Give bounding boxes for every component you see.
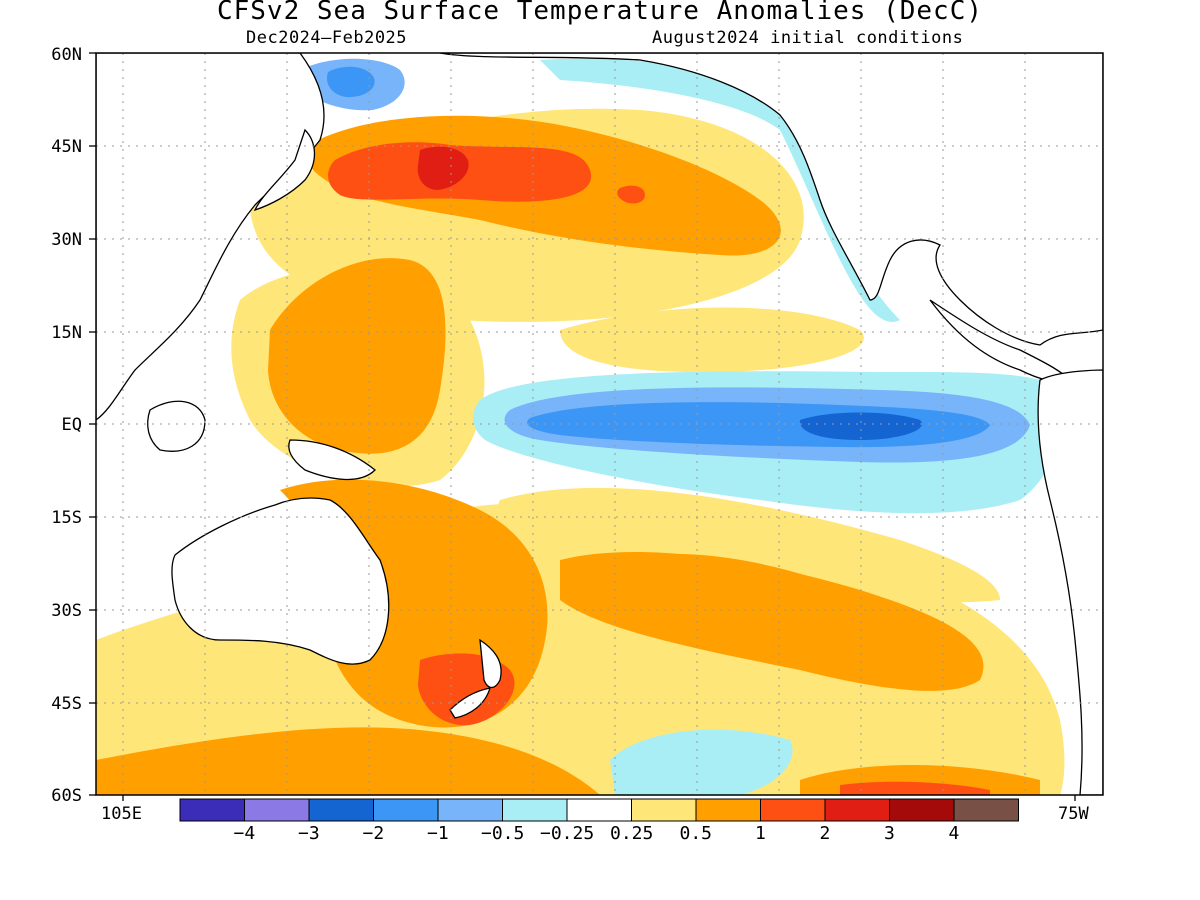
lat-label-eq: EQ [61, 415, 82, 435]
anomaly-warm-southern-band [96, 727, 600, 795]
lat-label-30n: 30N [51, 230, 82, 250]
forecast-period: Dec2024–Feb2025 [246, 28, 408, 48]
anomaly-warm-west-pacific [268, 258, 446, 454]
colorbar-swatch [889, 798, 955, 822]
colorbar-label: −2 [362, 823, 385, 844]
colorbar-label: 0.5 [679, 823, 713, 844]
anomaly-light-warm-central [560, 307, 864, 373]
axis-ticks [89, 52, 1076, 801]
anomaly-warm-east-pacific-south [620, 553, 826, 616]
asia-outline [96, 53, 325, 421]
colorbar-swatch [502, 798, 568, 822]
colorbar-swatch [179, 798, 245, 822]
colorbar-label: −0.25 [540, 823, 595, 844]
colorbar-swatch [953, 798, 1019, 822]
anomaly-very-cool-nino34 [799, 412, 922, 440]
colorbar-swatch [824, 798, 890, 822]
new-zealand-north-outline [479, 638, 502, 689]
colorbar-label: −1 [427, 823, 449, 844]
lat-label-45s: 45S [51, 694, 82, 714]
lat-label-45n: 45N [51, 137, 82, 157]
colorbar-label: 1 [755, 823, 766, 844]
anomaly-very-cool-okhotsk [326, 66, 375, 98]
lat-label-15n: 15N [51, 323, 82, 343]
colorbar-label: 4 [948, 823, 960, 844]
lat-label-30s: 30S [51, 601, 82, 621]
colorbar-swatch [308, 798, 374, 822]
lat-label-15s: 15S [51, 508, 82, 528]
south-america-outline [1037, 369, 1103, 795]
anomaly-hot-north-central [617, 185, 645, 204]
borneo-outline [147, 400, 206, 452]
lon-label-west: 105E [101, 804, 142, 824]
lon-label-east: 75W [1058, 804, 1089, 824]
coastlines [96, 53, 1103, 795]
colorbar-swatch [373, 798, 439, 822]
north-america-outline [439, 53, 1103, 346]
japan-outline [253, 128, 316, 212]
new-guinea-outline [288, 439, 376, 481]
anomaly-cool-southern-ocean-edge [610, 729, 793, 795]
australia-outline [171, 497, 390, 665]
anomaly-hot-southern-east [840, 781, 990, 795]
lat-label-60n: 60N [51, 45, 82, 65]
anomaly-light-warm-mid-south [497, 487, 1000, 603]
colorbar-label: −3 [298, 823, 320, 844]
colorbar-label: 3 [884, 823, 895, 844]
initial-conditions: August2024 initial conditions [652, 28, 964, 48]
map-title: CFSv2 Sea Surface Temperature Anomalies … [216, 0, 984, 26]
lat-label-60s: 60S [51, 786, 82, 806]
colorbar [179, 798, 1019, 822]
colorbar-label: 2 [819, 823, 831, 844]
colorbar-swatch [760, 798, 826, 822]
colorbar-label: −0.5 [481, 823, 525, 844]
colorbar-label: −4 [233, 823, 256, 844]
anomaly-very-hot-kuroshio [417, 146, 469, 190]
colorbar-swatch [437, 798, 503, 822]
colorbar-swatch [566, 798, 632, 822]
colorbar-swatch [244, 798, 310, 822]
colorbar-swatch [631, 798, 697, 822]
colorbar-swatch [695, 798, 761, 822]
new-zealand-south-outline [449, 687, 491, 719]
colorbar-label: 0.25 [610, 823, 654, 844]
